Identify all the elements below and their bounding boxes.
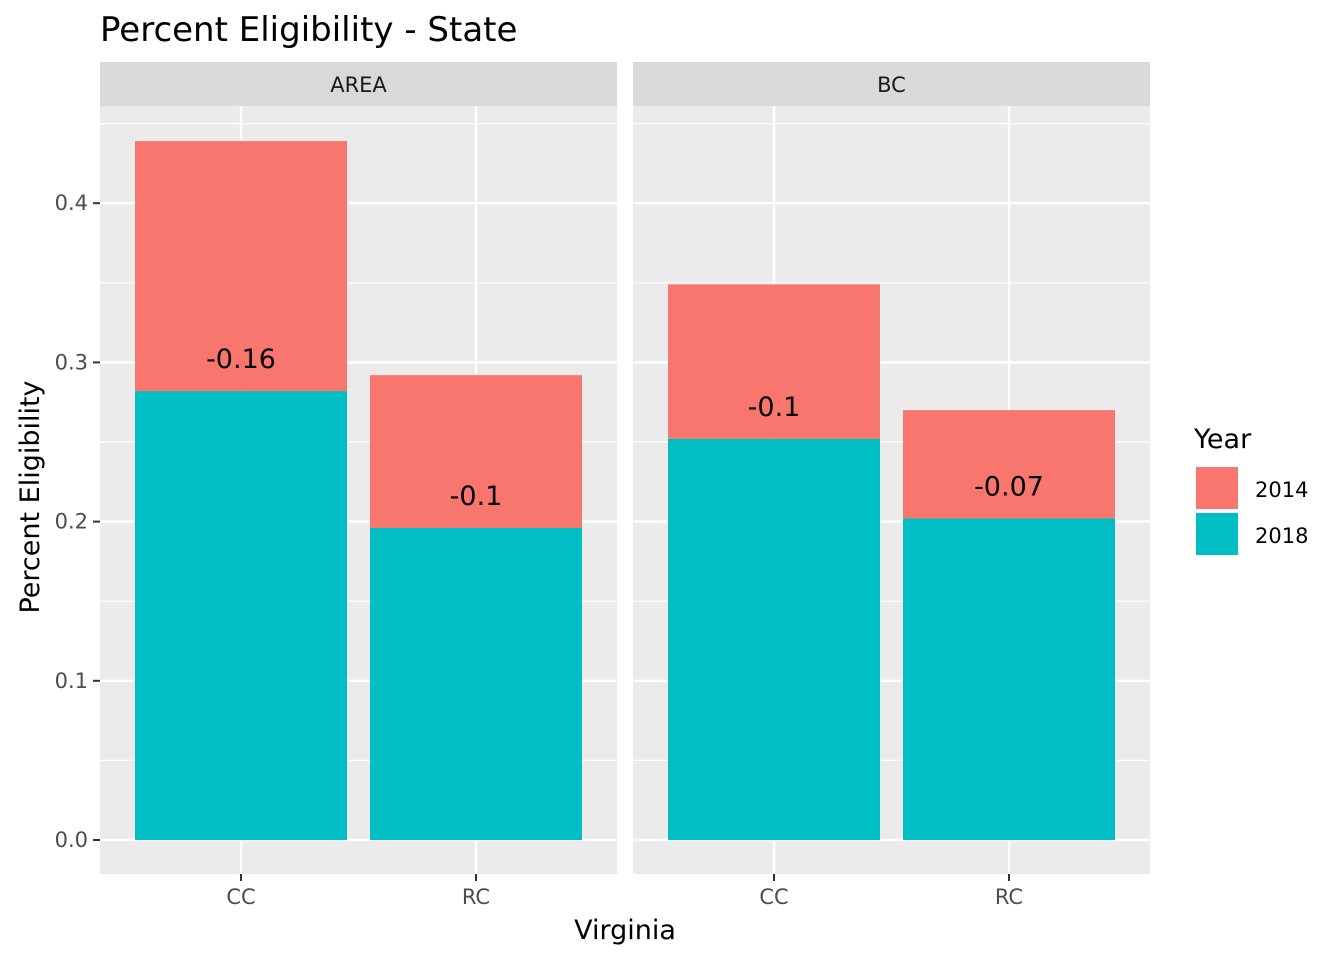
bar-2014-rc — [370, 375, 582, 528]
facet-panels: AREA -0.16 -0.1 BC -0.1 -0.07 — [100, 62, 1150, 874]
x-tick-label: CC — [226, 885, 255, 909]
bar-data-label: -0.07 — [974, 472, 1044, 503]
bar-2018-rc — [370, 527, 582, 840]
legend: Year 2014 2018 — [1193, 424, 1308, 555]
y-tick-label: 0.2 — [55, 510, 88, 534]
facet-strip-label: BC — [877, 73, 906, 97]
bar-2014-rc — [903, 410, 1115, 519]
chart-title: Percent Eligibility - State — [100, 10, 517, 50]
bar-data-label: -0.16 — [206, 344, 276, 375]
legend-label-2014: 2014 — [1255, 478, 1308, 502]
bar-2018-rc — [903, 518, 1115, 840]
y-axis-title: Percent Eligibility — [15, 380, 46, 613]
bar-2018-cc — [135, 391, 347, 840]
x-tick-label: CC — [759, 885, 788, 909]
facet-area: AREA -0.16 -0.1 — [100, 62, 617, 874]
bar-data-label: -0.1 — [450, 481, 503, 512]
y-tick-label: 0.3 — [55, 350, 88, 374]
facet-strip — [633, 62, 1150, 106]
bar-2018-cc — [668, 438, 880, 840]
y-axis: 0.0 0.1 0.2 0.3 0.4 — [55, 191, 100, 852]
legend-label-2018: 2018 — [1255, 524, 1308, 548]
y-tick-label: 0.0 — [55, 828, 88, 852]
legend-key-2018 — [1196, 513, 1238, 555]
y-tick-label: 0.1 — [55, 669, 88, 693]
x-axis: CC RC CC RC — [226, 874, 1023, 909]
facet-strip-label: AREA — [330, 73, 387, 97]
x-axis-title: Virginia — [574, 915, 676, 946]
legend-key-2014 — [1196, 467, 1238, 509]
x-tick-label: RC — [462, 885, 490, 909]
facet-bc: BC -0.1 -0.07 — [633, 62, 1150, 874]
legend-title: Year — [1193, 424, 1252, 455]
bar-2014-cc — [135, 141, 347, 392]
bar-data-label: -0.1 — [748, 392, 801, 423]
x-tick-label: RC — [995, 885, 1023, 909]
y-tick-label: 0.4 — [55, 191, 88, 215]
bar-2014-cc — [668, 284, 880, 439]
facet-strip — [100, 62, 617, 106]
